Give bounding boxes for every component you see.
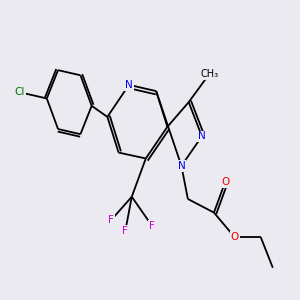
Text: O: O <box>231 232 239 242</box>
Text: CH₃: CH₃ <box>200 69 218 79</box>
Text: N: N <box>198 131 206 141</box>
Text: N: N <box>125 80 133 90</box>
Text: F: F <box>149 221 155 231</box>
Text: N: N <box>178 161 185 171</box>
Text: Cl: Cl <box>14 87 25 97</box>
Text: O: O <box>221 177 229 187</box>
Text: F: F <box>122 226 128 236</box>
Text: F: F <box>108 215 114 225</box>
